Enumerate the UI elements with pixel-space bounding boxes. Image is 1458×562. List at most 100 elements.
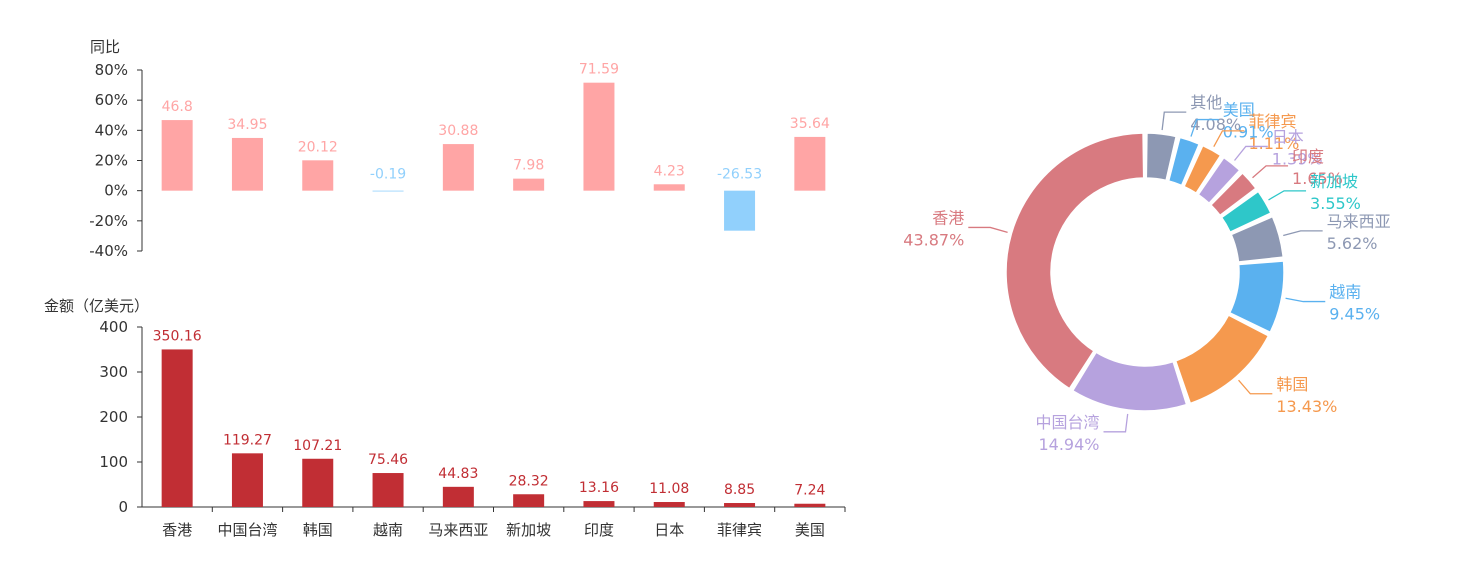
yoy-bar bbox=[442, 144, 474, 191]
donut-slice-percent: 1.11% bbox=[1248, 134, 1299, 153]
amount-data-label: 11.08 bbox=[649, 481, 689, 497]
yoy-y-tick-label: 0% bbox=[104, 182, 128, 200]
yoy-data-label: 35.64 bbox=[790, 116, 830, 132]
amount-x-tick-label: 香港 bbox=[162, 521, 192, 539]
amount-bar bbox=[513, 494, 545, 507]
amount-axis-title: 金额（亿美元） bbox=[44, 297, 149, 315]
donut-slice-percent: 43.87% bbox=[903, 230, 964, 249]
donut-label-line bbox=[1103, 413, 1129, 433]
amount-x-tick-label: 中国台湾 bbox=[217, 521, 277, 539]
donut-label-line bbox=[968, 226, 1008, 234]
donut-label-line bbox=[1161, 111, 1187, 131]
yoy-data-label: 4.23 bbox=[654, 163, 685, 179]
amount-y-tick-label: 0 bbox=[118, 498, 128, 516]
yoy-y-tick-label: 60% bbox=[95, 91, 128, 109]
amount-data-label: 44.83 bbox=[438, 466, 478, 482]
amount-y-tick-label: 200 bbox=[99, 408, 128, 426]
yoy-data-label: 34.95 bbox=[227, 117, 267, 133]
donut-slice bbox=[1228, 260, 1285, 334]
yoy-bar bbox=[794, 136, 826, 191]
yoy-bar bbox=[583, 82, 615, 191]
donut-label-line bbox=[1190, 118, 1219, 137]
amount-x-tick-label: 美国 bbox=[795, 521, 825, 539]
donut-label-line bbox=[1285, 297, 1326, 303]
donut-label-line bbox=[1283, 230, 1323, 237]
donut-slice-name: 美国 bbox=[1223, 101, 1255, 120]
donut-label-line bbox=[1252, 165, 1289, 179]
yoy-data-label: 71.59 bbox=[579, 62, 619, 78]
donut-slice bbox=[1209, 171, 1257, 217]
amount-bar bbox=[372, 473, 404, 507]
yoy-data-label: -26.53 bbox=[717, 167, 762, 183]
donut-slice-percent: 1.65% bbox=[1292, 169, 1343, 188]
donut-slice-percent: 0.91% bbox=[1223, 123, 1274, 142]
yoy-data-label: 7.98 bbox=[513, 158, 544, 174]
donut-label-line bbox=[1213, 130, 1245, 147]
yoy-bar bbox=[513, 178, 545, 191]
donut-slice-name: 马来西亚 bbox=[1327, 212, 1391, 231]
amount-bar bbox=[302, 458, 334, 507]
yoy-data-label: 46.8 bbox=[162, 99, 193, 115]
donut-slice-percent: 1.39% bbox=[1272, 149, 1323, 168]
amount-bar-chart: 金额（亿美元） 400 300 200 100 0 350.16 香港 119.27 中国台湾 1… bbox=[44, 297, 846, 539]
yoy-bar-chart: 同比 80% 60% 40% 20% 0% -20% -40% 46.8 34.95 20.12 -… bbox=[89, 38, 830, 260]
amount-x-tick-label: 新加坡 bbox=[506, 521, 551, 539]
amount-bar bbox=[161, 349, 193, 507]
amount-y-tick-label: 400 bbox=[99, 318, 128, 336]
amount-x-tick-label: 菲律宾 bbox=[717, 521, 762, 539]
amount-y-tick-label: 100 bbox=[99, 453, 128, 471]
amount-bar bbox=[794, 503, 826, 507]
donut-slice bbox=[1174, 314, 1270, 405]
amount-x-tick-label: 韩国 bbox=[303, 521, 333, 539]
donut-slice-percent: 5.62% bbox=[1327, 234, 1378, 253]
donut-slice-name: 印度 bbox=[1292, 147, 1324, 166]
donut-slice-percent: 9.45% bbox=[1329, 305, 1380, 324]
donut-slice-percent: 14.94% bbox=[1038, 435, 1099, 454]
donut-slice bbox=[1230, 215, 1285, 263]
donut-slice-percent: 13.43% bbox=[1276, 397, 1337, 416]
yoy-y-tick-label: 20% bbox=[95, 152, 128, 170]
donut-label-line bbox=[1238, 379, 1273, 395]
donut-slice-name: 日本 bbox=[1272, 127, 1304, 146]
amount-bar bbox=[231, 453, 263, 507]
share-donut-chart: 其他4.08%美国0.91%菲律宾1.11%日本1.39%印度1.65%新加坡3… bbox=[903, 93, 1390, 454]
donut-slice-name: 中国台湾 bbox=[1035, 413, 1099, 432]
donut-label-line bbox=[1268, 190, 1307, 201]
yoy-bar bbox=[161, 120, 193, 191]
amount-x-tick-label: 日本 bbox=[654, 521, 684, 539]
donut-slice bbox=[1167, 136, 1201, 187]
amount-x-tick-label: 印度 bbox=[584, 521, 614, 539]
amount-data-label: 119.27 bbox=[223, 432, 272, 448]
amount-data-label: 8.85 bbox=[724, 482, 755, 498]
amount-data-label: 13.16 bbox=[579, 480, 619, 496]
donut-slice-name: 越南 bbox=[1329, 283, 1361, 302]
amount-data-label: 28.32 bbox=[509, 473, 549, 489]
yoy-axis-title: 同比 bbox=[90, 38, 120, 56]
donut-slice-name: 韩国 bbox=[1276, 375, 1308, 394]
yoy-data-label: 30.88 bbox=[438, 123, 478, 139]
amount-bar bbox=[583, 501, 615, 507]
donut-slice bbox=[1197, 156, 1241, 205]
yoy-bar bbox=[231, 137, 263, 191]
amount-y-tick-label: 300 bbox=[99, 363, 128, 381]
amount-data-label: 75.46 bbox=[368, 452, 408, 468]
donut-label-line bbox=[1234, 145, 1268, 161]
yoy-bar bbox=[724, 190, 756, 231]
yoy-bar bbox=[372, 190, 404, 192]
yoy-bar bbox=[653, 184, 685, 191]
yoy-y-tick-label: -40% bbox=[89, 242, 128, 260]
donut-slice bbox=[1071, 351, 1188, 412]
amount-data-label: 7.24 bbox=[794, 483, 825, 499]
amount-bar bbox=[442, 486, 474, 507]
yoy-y-tick-label: -20% bbox=[89, 212, 128, 230]
donut-slice bbox=[1145, 132, 1178, 182]
yoy-y-tick-label: 80% bbox=[95, 61, 128, 79]
yoy-data-label: -0.19 bbox=[370, 167, 406, 183]
donut-slice-name: 香港 bbox=[932, 208, 964, 227]
amount-x-tick-label: 越南 bbox=[373, 521, 403, 539]
yoy-y-tick-label: 40% bbox=[95, 121, 128, 139]
amount-data-label: 107.21 bbox=[293, 438, 342, 454]
amount-data-label: 350.16 bbox=[153, 328, 202, 344]
amount-bar bbox=[724, 503, 756, 507]
